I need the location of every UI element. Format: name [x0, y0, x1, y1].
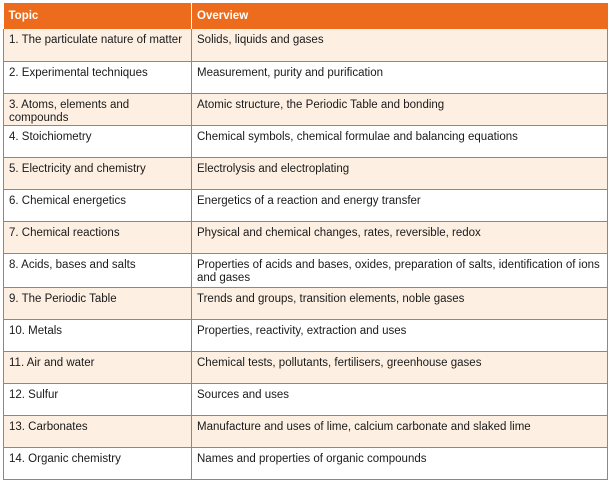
header-topic: Topic: [3, 3, 192, 29]
topic-cell: 7. Chemical reactions: [3, 221, 192, 254]
table-row: 8. Acids, bases and salts Properties of …: [3, 253, 608, 288]
topic-cell: 9. The Periodic Table: [3, 287, 192, 320]
topic-cell: 2. Experimental techniques: [3, 61, 192, 94]
topic-cell: 4. Stoichiometry: [3, 125, 192, 158]
overview-cell: Energetics of a reaction and energy tran…: [191, 189, 608, 222]
overview-cell: Properties, reactivity, extraction and u…: [191, 319, 608, 352]
overview-cell: Chemical symbols, chemical formulae and …: [191, 125, 608, 158]
table-row: 6. Chemical energetics Energetics of a r…: [3, 189, 608, 222]
topic-cell: 13. Carbonates: [3, 415, 192, 448]
topic-cell: 14. Organic chemistry: [3, 447, 192, 480]
table-row: 10. Metals Properties, reactivity, extra…: [3, 319, 608, 352]
overview-cell: Properties of acids and bases, oxides, p…: [191, 253, 608, 288]
topic-cell: 1. The particulate nature of matter: [3, 29, 192, 62]
table-row: 5. Electricity and chemistry Electrolysi…: [3, 157, 608, 190]
overview-cell: Physical and chemical changes, rates, re…: [191, 221, 608, 254]
table-row: 3. Atoms, elements and compounds Atomic …: [3, 93, 608, 126]
overview-cell: Manufacture and uses of lime, calcium ca…: [191, 415, 608, 448]
overview-cell: Measurement, purity and purification: [191, 61, 608, 94]
table-row: 9. The Periodic Table Trends and groups,…: [3, 287, 608, 320]
overview-cell: Names and properties of organic compound…: [191, 447, 608, 480]
topic-cell: 8. Acids, bases and salts: [3, 253, 192, 288]
topic-cell: 11. Air and water: [3, 351, 192, 384]
overview-cell: Electrolysis and electroplating: [191, 157, 608, 190]
topic-cell: 10. Metals: [3, 319, 192, 352]
overview-cell: Atomic structure, the Periodic Table and…: [191, 93, 608, 126]
overview-cell: Trends and groups, transition elements, …: [191, 287, 608, 320]
table-row: 12. Sulfur Sources and uses: [3, 383, 608, 416]
topic-cell: 12. Sulfur: [3, 383, 192, 416]
table-row: 7. Chemical reactions Physical and chemi…: [3, 221, 608, 254]
syllabus-table: Topic Overview 1. The particulate nature…: [3, 3, 608, 480]
overview-cell: Chemical tests, pollutants, fertilisers,…: [191, 351, 608, 384]
table-row: 1. The particulate nature of matter Soli…: [3, 29, 608, 62]
header-overview: Overview: [191, 3, 608, 29]
overview-cell: Sources and uses: [191, 383, 608, 416]
header-row: Topic Overview: [3, 3, 608, 29]
table-row: 4. Stoichiometry Chemical symbols, chemi…: [3, 125, 608, 158]
table-row: 11. Air and water Chemical tests, pollut…: [3, 351, 608, 384]
topic-cell: 5. Electricity and chemistry: [3, 157, 192, 190]
table-row: 2. Experimental techniques Measurement, …: [3, 61, 608, 94]
overview-cell: Solids, liquids and gases: [191, 29, 608, 62]
table-row: 13. Carbonates Manufacture and uses of l…: [3, 415, 608, 448]
topic-cell: 6. Chemical energetics: [3, 189, 192, 222]
table-row: 14. Organic chemistry Names and properti…: [3, 447, 608, 480]
topic-cell: 3. Atoms, elements and compounds: [3, 93, 192, 126]
